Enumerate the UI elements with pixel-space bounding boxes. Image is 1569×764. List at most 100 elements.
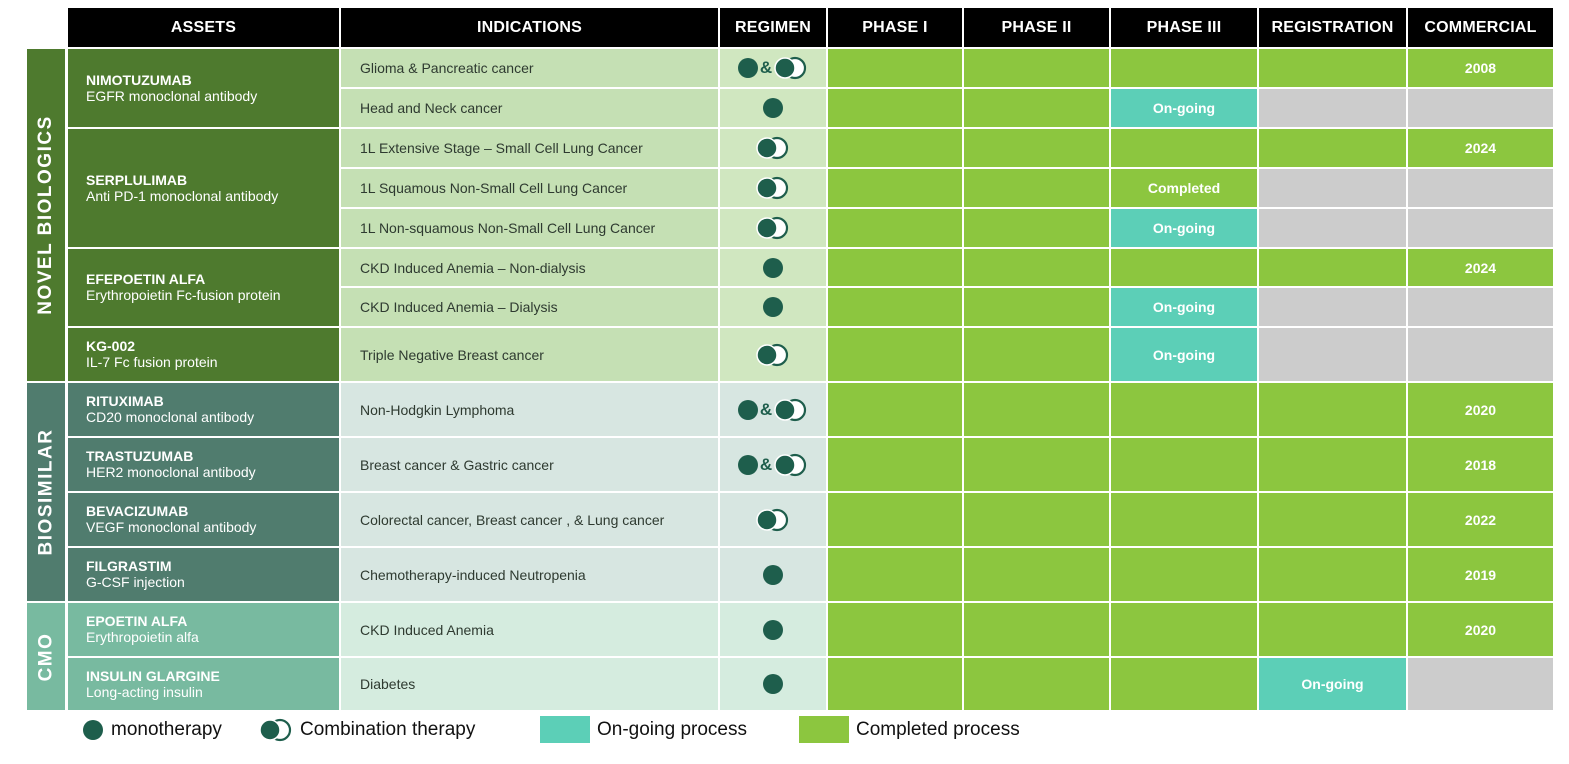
phase-cell: [1259, 129, 1406, 167]
section-label: CMO: [27, 603, 65, 710]
phase-status-label: 2020: [1408, 603, 1553, 656]
regimen-cell: [720, 548, 826, 601]
phase-cell: [964, 89, 1109, 127]
indication-cell: Diabetes: [341, 658, 718, 710]
phase-status-label: On-going: [1111, 209, 1257, 247]
phase-cell: [1111, 658, 1257, 710]
phase-cell: [964, 209, 1109, 247]
section-label-text: NOVEL BIOLOGICS: [35, 115, 57, 315]
phase-cell: [828, 603, 962, 656]
regimen-cell: [720, 129, 826, 167]
indication-cell: 1L Non-squamous Non-Small Cell Lung Canc…: [341, 209, 718, 247]
asset-name: INSULIN GLARGINE: [86, 667, 220, 684]
section-label-text: BIOSIMILAR: [35, 428, 57, 556]
phase-cell: [828, 548, 962, 601]
asset-name: SERPLULIMAB: [86, 171, 188, 188]
combination-therapy-icon: [756, 343, 789, 366]
regimen-cell: &: [720, 49, 826, 87]
phase-cell: [964, 49, 1109, 87]
phase-status-label: On-going: [1259, 658, 1406, 710]
ampersand: &: [759, 58, 773, 77]
phase-cell: [1259, 438, 1406, 491]
phase-cell: [828, 209, 962, 247]
header-phase-i: PHASE I: [828, 8, 962, 47]
legend-combination: Combination therapy: [258, 713, 475, 747]
phase-cell: [1111, 249, 1257, 286]
phase-cell: [1259, 288, 1406, 326]
phase-status-label: 2024: [1408, 249, 1553, 286]
header-assets: ASSETS: [68, 8, 339, 47]
ongoing-swatch: [540, 716, 590, 743]
phase-status-label: 2022: [1408, 493, 1553, 546]
ampersand: &: [759, 454, 773, 474]
phase-cell: [964, 383, 1109, 436]
phase-cell: [828, 438, 962, 491]
phase-status-label: Completed: [1111, 169, 1257, 207]
phase-cell: [828, 129, 962, 167]
indication-cell: Glioma & Pancreatic cancer: [341, 49, 718, 87]
phase-cell: [964, 169, 1109, 207]
asset-name: FILGRASTIM: [86, 558, 172, 574]
asset-name: RITUXIMAB: [86, 393, 164, 409]
asset-description: CD20 monoclonal antibody: [86, 409, 255, 425]
combination-therapy-icon: [259, 718, 292, 742]
phase-status-label: 2020: [1408, 383, 1553, 436]
monotherapy-icon: [737, 58, 758, 78]
phase-cell: [964, 129, 1109, 167]
phase-cell: [1259, 328, 1406, 381]
legend-combination-label: Combination therapy: [300, 719, 476, 740]
regimen-cell: [720, 89, 826, 127]
phase-status-label: 2018: [1408, 438, 1553, 491]
asset-cell: NIMOTUZUMAB EGFR monoclonal antibody: [68, 49, 339, 127]
asset-description: Anti PD-1 monoclonal antibody: [86, 187, 279, 204]
combination-therapy-icon: [774, 398, 807, 421]
asset-description: VEGF monoclonal antibody: [86, 519, 257, 535]
phase-cell: [1408, 169, 1553, 207]
phase-cell: [1408, 658, 1553, 710]
asset-name: KG-002: [86, 338, 136, 354]
indication-cell: Chemotherapy-induced Neutropenia: [341, 548, 718, 601]
regimen-cell: [720, 288, 826, 326]
monotherapy-icon: [83, 720, 103, 740]
monotherapy-icon: [737, 399, 758, 420]
asset-name: NIMOTUZUMAB: [86, 71, 192, 88]
phase-cell: [1259, 493, 1406, 546]
section-label: NOVEL BIOLOGICS: [27, 49, 65, 381]
asset-cell: BEVACIZUMAB VEGF monoclonal antibody: [68, 493, 339, 546]
phase-status-label: On-going: [1111, 288, 1257, 326]
asset-name: EPOETIN ALFA: [86, 613, 188, 629]
indication-cell: Head and Neck cancer: [341, 89, 718, 127]
phase-cell: [1111, 129, 1257, 167]
asset-cell: RITUXIMAB CD20 monoclonal antibody: [68, 383, 339, 436]
phase-cell: [1259, 89, 1406, 127]
phase-cell: [1408, 209, 1553, 247]
phase-cell: [1408, 89, 1553, 127]
phase-cell: [964, 288, 1109, 326]
legend-monotherapy-label: monotherapy: [111, 719, 222, 740]
header-commercial: COMMERCIAL: [1408, 8, 1553, 47]
regimen-cell: [720, 328, 826, 381]
combination-therapy-icon: [774, 56, 807, 80]
header-registration: REGISTRATION: [1259, 8, 1406, 47]
header-indications: INDICATIONS: [341, 8, 718, 47]
asset-cell: SERPLULIMAB Anti PD-1 monoclonal antibody: [68, 129, 339, 247]
phase-cell: [828, 658, 962, 710]
monotherapy-icon: [763, 98, 783, 118]
section-label-text: CMO: [35, 632, 57, 681]
phase-cell: [828, 49, 962, 87]
phase-cell: [1408, 328, 1553, 381]
regimen-cell: [720, 209, 826, 247]
phase-cell: [1259, 49, 1406, 87]
phase-cell: [964, 658, 1109, 710]
asset-cell: EFEPOETIN ALFA Erythropoietin Fc-fusion p…: [68, 249, 339, 326]
regimen-cell: [720, 169, 826, 207]
phase-cell: [1408, 288, 1553, 326]
monotherapy-icon: [763, 619, 783, 640]
combination-therapy-icon: [756, 136, 789, 160]
legend-ongoing-label: On-going process: [597, 719, 747, 740]
phase-cell: [1259, 603, 1406, 656]
phase-cell: [964, 328, 1109, 381]
phase-cell: [1111, 383, 1257, 436]
phase-cell: [1111, 438, 1257, 491]
regimen-cell: [720, 249, 826, 286]
